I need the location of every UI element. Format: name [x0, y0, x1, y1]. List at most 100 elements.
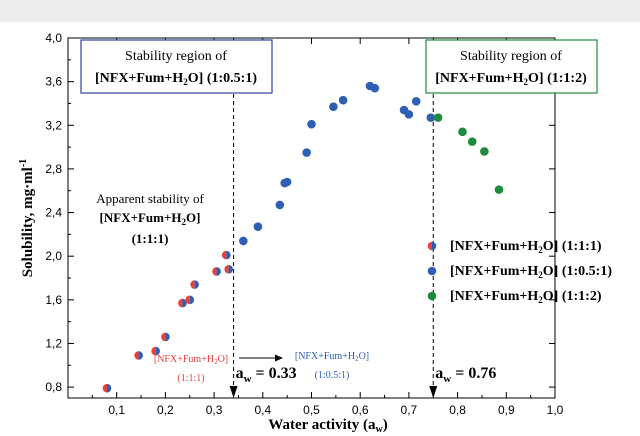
data-point-series-3	[494, 185, 504, 194]
apparent-stability-line1: Apparent stability of	[96, 191, 204, 206]
y-tick-label: 3,2	[45, 118, 62, 132]
x-axis-label-end: )	[383, 417, 388, 433]
x-tick-label: 0,5	[303, 403, 320, 417]
data-point-series-3	[433, 113, 443, 122]
y-tick-label: 0,8	[45, 380, 62, 394]
threshold-label-value: = 0.33	[252, 365, 297, 382]
legend-label-series-2: [NFX+Fum+H2O] (1:0.5:1)	[450, 264, 612, 280]
data-point-series-1	[151, 346, 160, 356]
threshold-label-sub: w	[244, 373, 252, 385]
y-axis: 0,8 1,2 1,6 2,0 2,4 2,8 3,2 3,6 4,0	[45, 31, 555, 394]
threshold-label-sub: w	[443, 373, 451, 385]
legend: [NFX+Fum+H2O] (1:1:1) [NFX+Fum+H2O] (1:0.…	[427, 239, 612, 305]
stability-box-right: Stability region of [NFX+Fum+H2O] (1:1:2…	[425, 39, 598, 94]
data-point-series-1	[212, 267, 221, 276]
stability-box-left-sub: 2	[183, 77, 188, 87]
transition-to-formula: [NFX+Fum+H2O]	[295, 351, 369, 363]
legend-label-series-3: [NFX+Fum+H2O] (1:1:2)	[450, 289, 602, 305]
y-axis-label: Solubility, mg·ml-1	[18, 159, 36, 277]
x-axis-label-sub: w	[375, 424, 383, 435]
threshold-label: aw = 0.76	[435, 365, 496, 385]
x-tick-label: 0,3	[206, 403, 223, 417]
data-point-series-2	[426, 113, 436, 122]
x-tick-label: 0,9	[498, 403, 515, 417]
stability-box-left-formula: [NFX+Fum+H	[95, 71, 183, 86]
data-point-series-1	[161, 332, 170, 342]
data-point-series-2	[411, 96, 421, 106]
threshold-label-main: a	[435, 365, 443, 382]
x-axis-label-main: Water activity (a	[268, 417, 376, 433]
stability-box-right-sub: 2	[524, 77, 529, 87]
apparent-stability-sub: 2	[182, 217, 187, 227]
y-axis-label-sup: -1	[18, 159, 29, 167]
threshold-lines: aw = 0.33 aw = 0.76	[229, 38, 496, 398]
data-point-series-1	[134, 351, 143, 360]
transition-from-tail: O]	[218, 354, 229, 365]
data-point-series-3	[480, 147, 489, 156]
y-tick-label: 2,4	[45, 206, 62, 220]
legend-marker-series-1	[427, 241, 437, 251]
data-point-series-2	[302, 148, 311, 157]
data-point-series-2	[307, 119, 316, 129]
stability-box-right-line1: Stability region of	[460, 49, 562, 64]
data-point-series-2	[239, 236, 248, 246]
data-point-series-1	[224, 264, 234, 274]
transition-from-main: [NFX+Fum+H	[154, 354, 214, 365]
transition-to-ratio: (1:0.5:1)	[315, 370, 350, 381]
stability-box-left-frame	[80, 39, 273, 94]
legend-marker-series-3	[427, 291, 437, 301]
threshold-label-main: a	[236, 365, 244, 382]
data-point-series-2	[338, 95, 348, 105]
y-axis-label-main: Solubility, mg·ml	[20, 167, 36, 277]
legend-label-series-1: [NFX+Fum+H2O] (1:1:1)	[450, 239, 602, 255]
data-point-series-1	[185, 295, 195, 305]
threshold-label-value: = 0.76	[451, 365, 496, 382]
transition-note: [NFX+Fum+H2O] (1:1:1) [NFX+Fum+H2O] (1:0…	[154, 351, 369, 384]
x-axis-label: Water activity (aw)	[268, 417, 387, 435]
x-tick-label: 0,4	[254, 403, 271, 417]
transition-to-main: [NFX+Fum+H	[295, 351, 355, 362]
legend-marker-series-2	[427, 266, 437, 276]
stability-box-left-line2: [NFX+Fum+H2O] (1:0.5:1)	[95, 71, 257, 87]
data-point-series-1	[102, 383, 112, 393]
data-point-series-2	[275, 200, 285, 210]
threshold-arrowhead	[429, 386, 438, 398]
transition-to-tail: O]	[359, 351, 370, 362]
data-point-series-2	[404, 110, 414, 119]
x-axis: 0,1 0,2 0,3 0,4 0,5 0,6 0,7 0,8 0,9 1,0	[91, 38, 564, 417]
data-point-series-2	[329, 102, 338, 112]
apparent-stability-tail: O]	[186, 210, 200, 225]
stability-box-right-tail: O] (1:1:2)	[528, 71, 587, 86]
y-tick-label: 3,6	[45, 75, 62, 89]
top-strip	[0, 0, 640, 22]
apparent-stability-line3: (1:1:1)	[132, 231, 169, 246]
apparent-stability-line2: [NFX+Fum+H2O]	[100, 210, 201, 227]
stability-box-left: Stability region of [NFX+Fum+H2O] (1:0.5…	[80, 39, 273, 94]
x-tick-label: 1,0	[547, 403, 564, 417]
data-point-series-1	[190, 280, 199, 289]
data-point-series-1	[178, 298, 187, 308]
y-tick-label: 1,6	[45, 293, 62, 307]
data-point-series-2	[282, 177, 292, 187]
data-point-series-3	[458, 127, 467, 137]
stability-box-left-line1: Stability region of	[125, 49, 227, 64]
transition-to-sub: 2	[355, 355, 359, 363]
data-point-series-3	[467, 137, 477, 146]
y-tick-label: 4,0	[45, 31, 62, 45]
apparent-stability-note: Apparent stability of [NFX+Fum+H2O] (1:1…	[96, 191, 204, 246]
transition-from-formula: [NFX+Fum+H2O]	[154, 354, 228, 366]
threshold-label: aw = 0.33	[236, 365, 297, 385]
data-point-series-2	[253, 222, 263, 232]
x-tick-label: 0,7	[401, 403, 418, 417]
transition-from-ratio: (1:1:1)	[177, 373, 204, 384]
apparent-stability-formula: [NFX+Fum+H	[100, 210, 182, 225]
x-tick-label: 0,1	[108, 403, 125, 417]
x-tick-label: 0,2	[157, 403, 174, 417]
x-tick-label: 0,6	[352, 403, 369, 417]
stability-box-right-frame	[425, 39, 598, 94]
data-point-series-2	[370, 83, 380, 93]
data-points	[102, 81, 504, 393]
y-tick-label: 2,8	[45, 162, 62, 176]
transition-arrowhead	[275, 354, 283, 362]
